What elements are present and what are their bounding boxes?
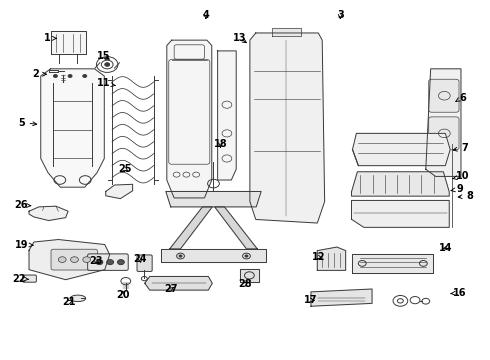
Polygon shape	[170, 207, 212, 249]
Polygon shape	[311, 289, 372, 306]
Polygon shape	[351, 172, 449, 196]
Text: 9: 9	[451, 184, 464, 194]
Text: 11: 11	[97, 78, 116, 88]
Circle shape	[53, 75, 57, 77]
FancyBboxPatch shape	[429, 79, 459, 112]
Polygon shape	[41, 69, 104, 187]
Circle shape	[96, 260, 103, 265]
Text: 20: 20	[116, 290, 129, 300]
FancyBboxPatch shape	[429, 117, 459, 150]
FancyBboxPatch shape	[137, 255, 152, 271]
Text: 15: 15	[97, 51, 110, 61]
Circle shape	[83, 257, 91, 262]
Text: 17: 17	[304, 295, 318, 305]
Text: 24: 24	[133, 254, 147, 264]
Polygon shape	[215, 207, 257, 249]
Polygon shape	[106, 184, 133, 199]
Polygon shape	[352, 253, 433, 273]
Circle shape	[105, 63, 110, 66]
Text: 10: 10	[453, 171, 469, 181]
Polygon shape	[29, 239, 110, 280]
Text: 2: 2	[32, 69, 47, 79]
Polygon shape	[166, 192, 261, 207]
Text: 8: 8	[458, 191, 473, 201]
Text: 6: 6	[456, 93, 466, 103]
Text: 25: 25	[119, 164, 132, 174]
Polygon shape	[145, 276, 212, 290]
Polygon shape	[318, 247, 345, 270]
FancyBboxPatch shape	[88, 254, 128, 270]
Text: 28: 28	[238, 279, 252, 289]
Circle shape	[58, 257, 66, 262]
Circle shape	[118, 260, 124, 265]
FancyBboxPatch shape	[23, 275, 36, 282]
FancyBboxPatch shape	[51, 249, 98, 270]
Text: 23: 23	[89, 256, 103, 266]
Circle shape	[83, 75, 87, 77]
Text: 14: 14	[439, 243, 452, 253]
Polygon shape	[250, 33, 325, 223]
Circle shape	[245, 255, 248, 257]
Text: 3: 3	[337, 10, 343, 20]
Text: 26: 26	[15, 200, 31, 210]
Circle shape	[179, 255, 182, 257]
Polygon shape	[29, 206, 68, 221]
Circle shape	[107, 260, 114, 265]
Text: 18: 18	[214, 139, 227, 149]
Text: 1: 1	[44, 33, 56, 43]
Polygon shape	[167, 40, 212, 198]
Polygon shape	[352, 134, 450, 166]
Text: 27: 27	[164, 284, 177, 294]
Ellipse shape	[70, 295, 86, 302]
Polygon shape	[351, 201, 449, 227]
Polygon shape	[271, 28, 300, 36]
Text: 13: 13	[233, 33, 247, 43]
Polygon shape	[218, 51, 236, 180]
Text: 19: 19	[15, 239, 33, 249]
Polygon shape	[161, 249, 266, 262]
Text: 5: 5	[18, 118, 37, 128]
Circle shape	[68, 75, 72, 77]
Circle shape	[71, 257, 78, 262]
Polygon shape	[240, 269, 259, 282]
Polygon shape	[49, 69, 58, 72]
Text: 21: 21	[62, 297, 76, 307]
Text: 7: 7	[453, 143, 468, 153]
Polygon shape	[426, 69, 461, 176]
Text: 16: 16	[450, 288, 467, 298]
Text: 12: 12	[312, 252, 325, 262]
Text: 4: 4	[202, 10, 209, 20]
Polygon shape	[50, 31, 86, 54]
Text: 22: 22	[13, 274, 29, 284]
